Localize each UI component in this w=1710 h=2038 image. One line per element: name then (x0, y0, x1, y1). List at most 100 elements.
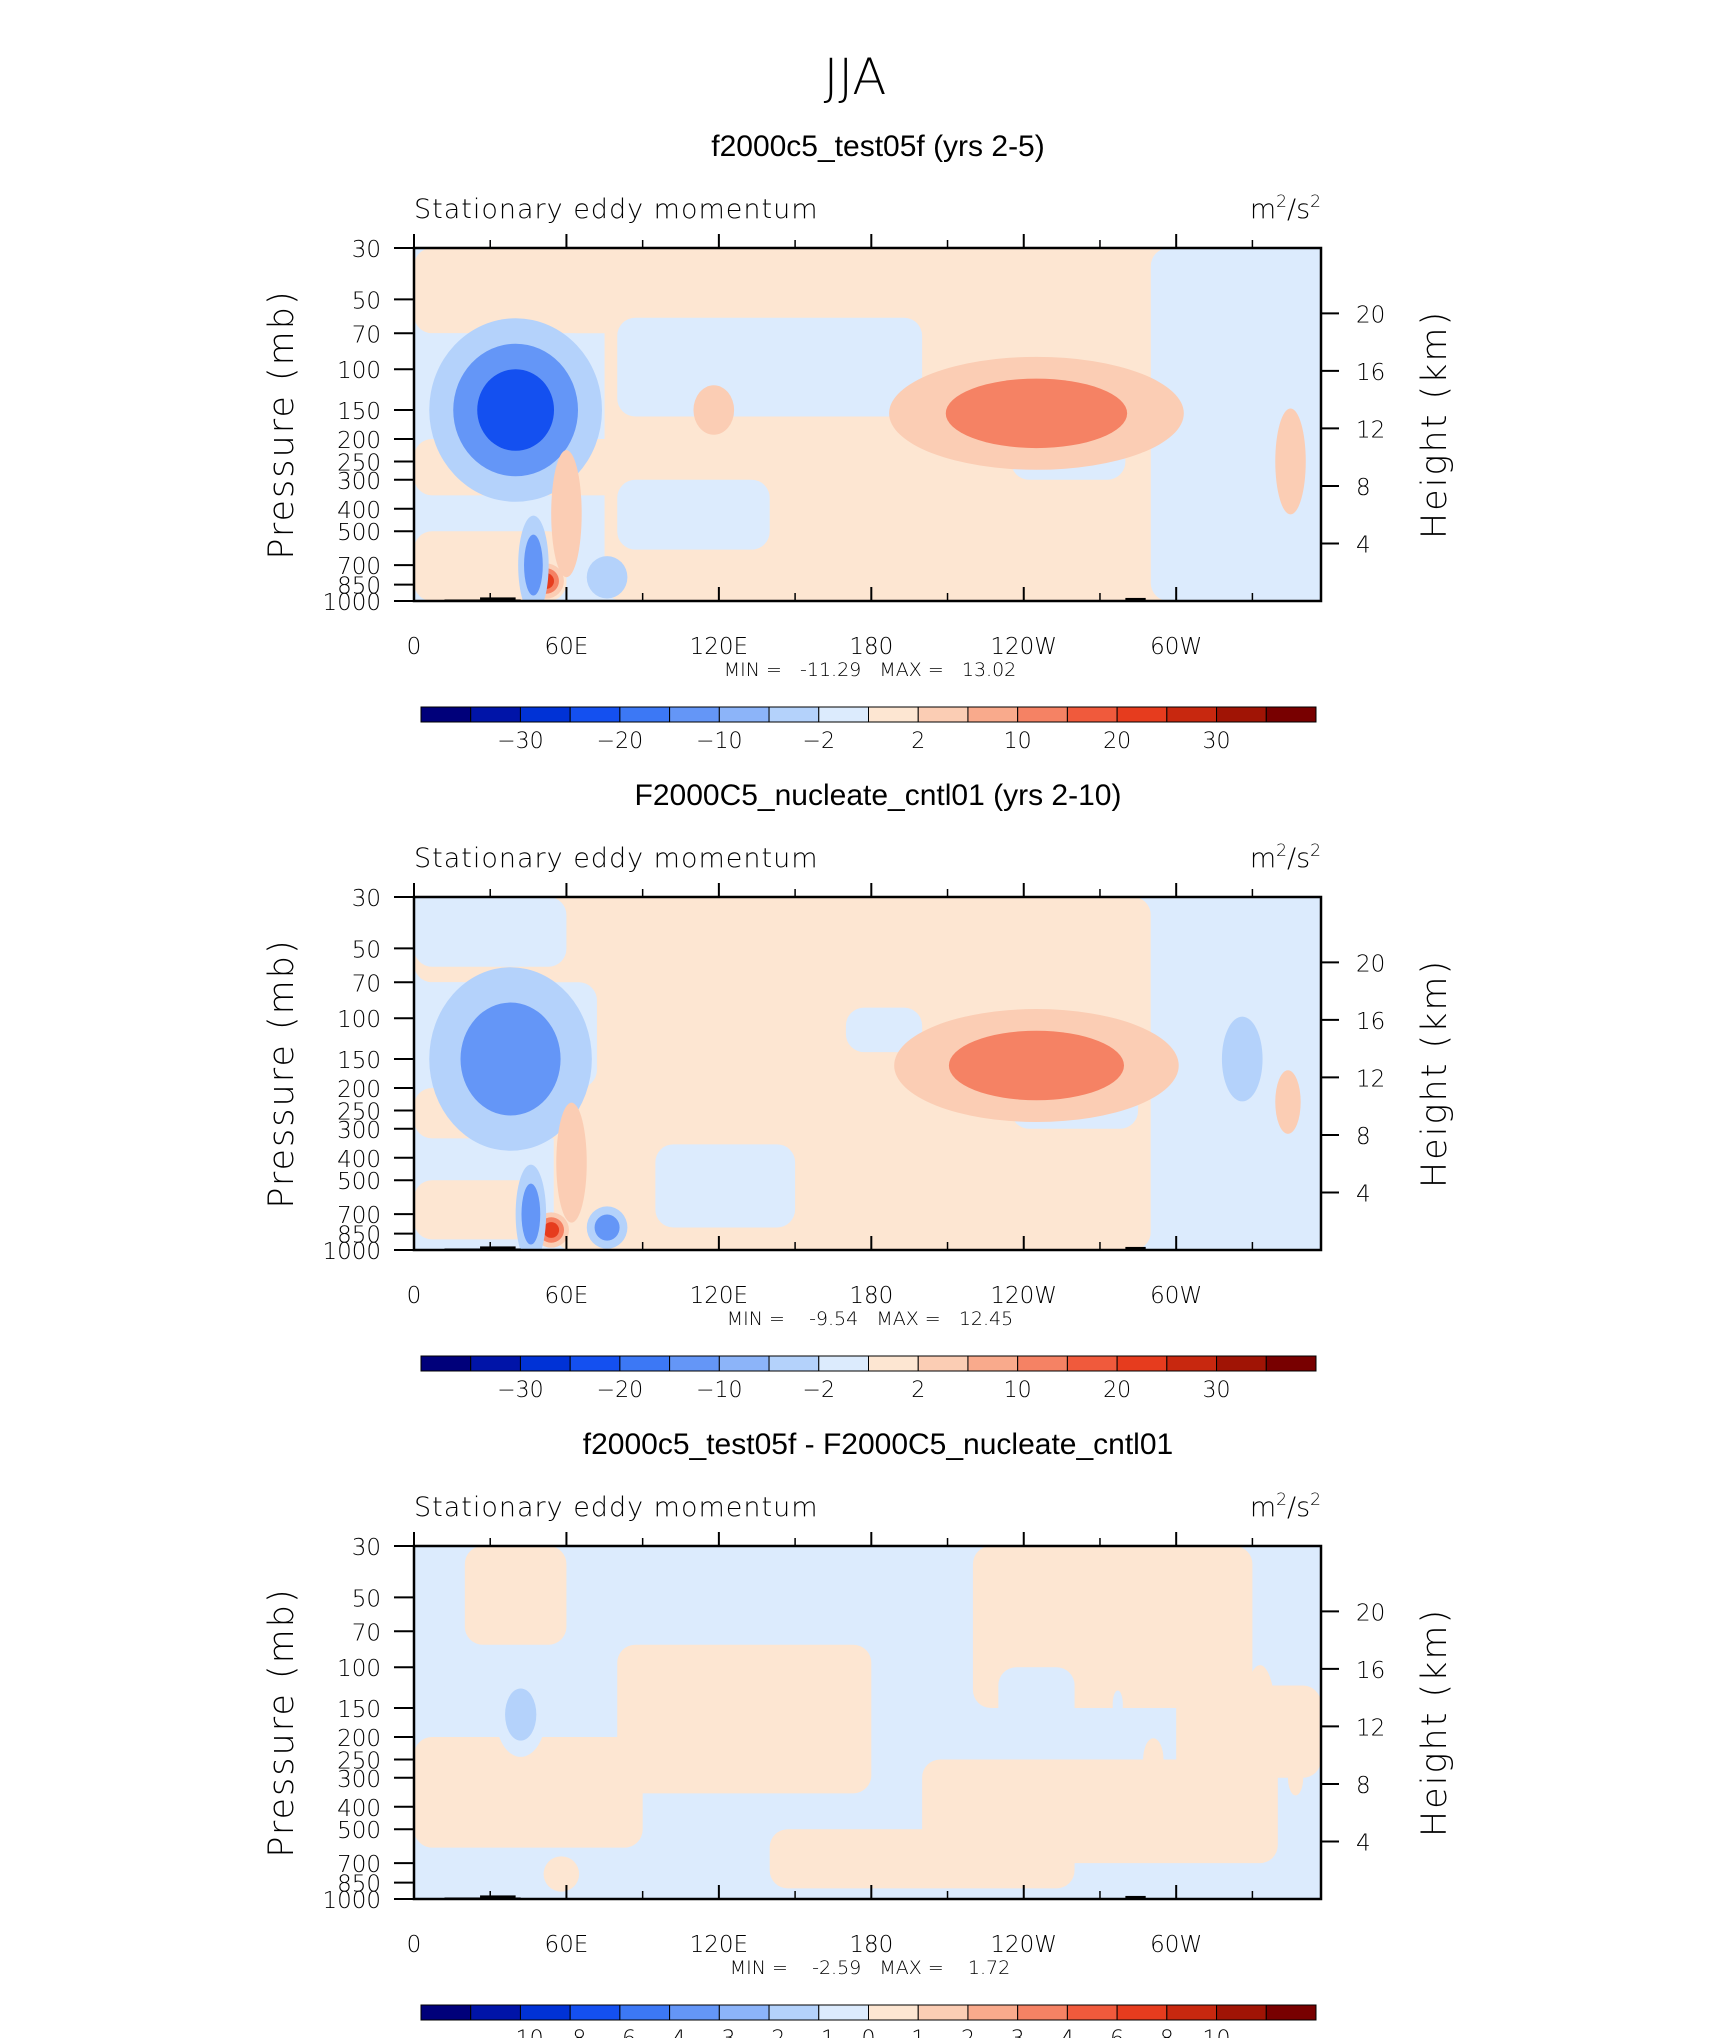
y-tick-label: 50 (352, 1586, 381, 1612)
y-tick-label: 700 (337, 1203, 381, 1229)
y-tick-label: 850 (337, 1872, 381, 1898)
x-tick-label: 180 (849, 1932, 893, 1958)
chart-panel-3: f2000c5_test05f - F2000C5_nucleate_cntl0… (262, 1428, 1455, 2038)
y-tick-label: 400 (337, 1796, 381, 1822)
legend-swatch (420, 1355, 472, 1372)
field-contours (414, 897, 1321, 1250)
height-tick-label: 4 (1356, 1181, 1371, 1207)
legend-swatch (1216, 1355, 1267, 1372)
y-tick-label: 200 (337, 1726, 381, 1752)
y-tick-label: 50 (352, 288, 381, 314)
x-tick-label: 60E (545, 634, 589, 660)
panel-units: m2/s2 (1250, 192, 1321, 225)
x-tick-label: 60W (1150, 1283, 1202, 1309)
x-tick-label: 120E (690, 1283, 748, 1309)
legend-swatch (868, 1355, 919, 1372)
y-tick-label: 150 (337, 1048, 381, 1074)
legend-swatch (1265, 1355, 1317, 1372)
plot-frame (412, 246, 1323, 603)
legend-swatch (967, 2004, 1019, 2021)
legend-swatch (768, 2004, 820, 2021)
plot-frame (412, 1544, 1323, 1901)
legend-swatch (519, 1355, 571, 1372)
contour-feature (586, 556, 628, 599)
contour-feature (1013, 1693, 1034, 1723)
legend-label: −20 (597, 729, 643, 754)
x-tick-label: 0 (407, 1932, 422, 1958)
panel-subtitle: Stationary eddy momentum (414, 1492, 819, 1523)
legend-label: −4 (653, 2027, 685, 2038)
y-tick-label: 700 (337, 554, 381, 580)
positive-region (617, 1644, 872, 1794)
y-axis-label: Pressure (mb) (262, 1587, 302, 1857)
topography-mask (1125, 1246, 1146, 1250)
legend-swatch (967, 1355, 1019, 1372)
x-tick-label: 120E (690, 634, 748, 660)
height-tick-label: 8 (1356, 475, 1371, 501)
y2-axis-label: Height (km) (1415, 310, 1455, 539)
panel-subtitle: Stationary eddy momentum (414, 843, 819, 874)
y-axis-label: Pressure (mb) (262, 289, 302, 559)
legend-swatch (470, 1355, 521, 1372)
height-tick-label: 12 (1356, 417, 1385, 443)
legend-swatch (669, 706, 720, 723)
x-tick-label: 120W (990, 1283, 1057, 1309)
legend-label: −2 (753, 2027, 785, 2038)
legend-label: −10 (497, 2027, 543, 2038)
legend-swatch (967, 706, 1019, 723)
legend-swatch (569, 706, 621, 723)
panel-title: f2000c5_test05f - F2000C5_nucleate_cntl0… (583, 1428, 1173, 1461)
legend-label: 8 (1160, 2027, 1174, 2038)
legend-label: −8 (554, 2027, 586, 2038)
legend-swatch (917, 1355, 969, 1372)
negative-region (1150, 248, 1321, 601)
plot-frame (412, 895, 1323, 1252)
legend-swatch (718, 1355, 770, 1372)
legend-label: 2 (911, 1378, 925, 1403)
contour-feature (1244, 1665, 1276, 1764)
y-tick-label: 500 (337, 1169, 381, 1195)
field-contours (414, 248, 1321, 601)
y-tick-label: 30 (352, 237, 381, 263)
legend-swatch (718, 2004, 770, 2021)
height-tick-label: 20 (1356, 951, 1385, 977)
legend-swatch (569, 1355, 621, 1372)
legend-label: 6 (1110, 2027, 1124, 2038)
legend-swatch (1265, 706, 1317, 723)
legend-swatch (569, 2004, 621, 2021)
x-tick-label: 0 (407, 634, 422, 660)
height-tick-label: 16 (1356, 1009, 1385, 1035)
height-tick-label: 4 (1356, 1830, 1371, 1856)
contour-feature (1287, 1760, 1304, 1796)
contour-feature (521, 1183, 541, 1245)
legend-swatch (470, 706, 521, 723)
legend-swatch (1216, 706, 1267, 723)
contour-feature (543, 1856, 580, 1892)
negative-region (617, 317, 923, 417)
contour-feature (948, 1030, 1125, 1101)
x-tick-label: 120W (990, 1932, 1057, 1958)
contour-feature (524, 534, 543, 596)
legend-swatch (818, 2004, 869, 2021)
legend-swatch (1017, 706, 1068, 723)
negative-region (998, 1667, 1075, 1737)
y-tick-label: 30 (352, 1535, 381, 1561)
legend-swatch (1066, 706, 1118, 723)
y-tick-label: 250 (337, 1748, 381, 1774)
negative-region (617, 479, 770, 550)
legend-swatch (768, 706, 820, 723)
legend-swatch (519, 706, 571, 723)
x-tick-label: 60E (545, 1932, 589, 1958)
min-max-stats: MIN = -11.29 MAX = 13.02 (724, 659, 1017, 681)
contour-feature (477, 369, 555, 451)
legend-swatch (868, 706, 919, 723)
y2-axis-label: Height (km) (1415, 1608, 1455, 1837)
legend-swatch (917, 706, 969, 723)
legend-label: 20 (1103, 1378, 1131, 1403)
legend-label: −20 (597, 1378, 643, 1403)
min-max-stats: MIN = -2.59 MAX = 1.72 (730, 1957, 1010, 1979)
legend-label: −10 (696, 1378, 742, 1403)
legend-label: 1 (911, 2027, 925, 2038)
legend-label: −6 (604, 2027, 636, 2038)
